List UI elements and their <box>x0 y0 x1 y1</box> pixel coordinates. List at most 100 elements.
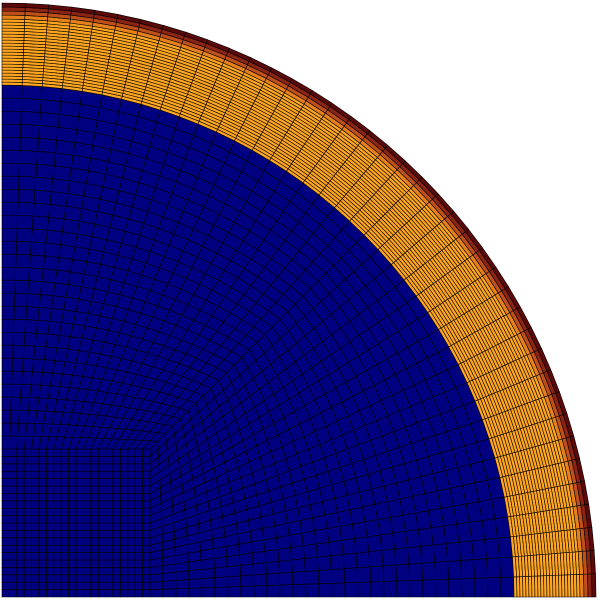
core-cell <box>23 559 32 568</box>
core-cell <box>188 587 203 598</box>
core-cell <box>14 292 28 307</box>
core-cell <box>127 522 136 531</box>
core-cell <box>405 529 421 548</box>
core-cell <box>9 470 18 479</box>
core-cell <box>48 204 67 220</box>
core-cell <box>120 552 129 561</box>
core-cell <box>142 485 151 494</box>
core-cell <box>120 500 129 509</box>
core-cell <box>1 201 19 216</box>
core-cell <box>68 530 77 539</box>
core-cell <box>11 370 23 385</box>
core-cell <box>330 568 346 584</box>
core-cell <box>83 515 92 524</box>
core-cell <box>23 456 32 465</box>
core-cell <box>379 532 395 551</box>
core-cell <box>142 463 151 472</box>
core-cell <box>278 559 293 574</box>
core-cell <box>127 574 136 583</box>
core-cell <box>1 188 19 203</box>
core-cell <box>90 559 99 568</box>
core-cell <box>68 537 77 546</box>
core-cell <box>1 448 10 457</box>
core-cell <box>305 583 320 598</box>
core-cell <box>226 564 241 578</box>
core-cell <box>31 485 40 494</box>
core-cell <box>52 282 69 298</box>
core-cell <box>1 530 10 539</box>
core-cell <box>201 577 216 589</box>
core-cell <box>134 463 143 472</box>
core-cell <box>149 588 164 598</box>
core-cell <box>23 589 32 598</box>
core-cell <box>9 559 18 568</box>
core-cell <box>288 532 304 548</box>
core-cell <box>487 577 502 598</box>
core-cell <box>16 567 25 576</box>
core-cell <box>105 552 114 561</box>
core-cell <box>105 507 114 516</box>
core-cell <box>486 557 501 579</box>
core-cell <box>497 536 513 559</box>
core-cell <box>105 589 114 598</box>
core-cell <box>42 359 56 374</box>
core-cell <box>60 544 69 553</box>
core-cell <box>75 522 84 531</box>
core-cell <box>112 522 121 531</box>
core-cell <box>97 544 106 553</box>
core-cell <box>33 345 47 360</box>
core-cell <box>17 188 36 204</box>
core-cell <box>53 589 62 598</box>
core-cell <box>60 589 69 598</box>
core-cell <box>90 485 99 494</box>
core-cell <box>120 522 129 531</box>
core-cell <box>134 478 143 487</box>
core-cell <box>97 537 106 546</box>
core-cell <box>134 530 143 539</box>
core-cell <box>9 522 18 531</box>
core-cell <box>134 581 143 590</box>
core-cell <box>38 530 47 539</box>
core-cell <box>1 331 14 346</box>
core-cell <box>60 470 69 479</box>
core-cell <box>38 522 47 531</box>
core-cell <box>68 500 77 509</box>
core-cell <box>37 307 52 322</box>
core-cell <box>31 448 40 457</box>
core-cell <box>51 295 67 311</box>
core-cell <box>31 463 40 472</box>
core-cell <box>142 530 151 539</box>
core-cell <box>1 175 20 190</box>
core-cell <box>23 544 32 553</box>
core-cell <box>175 587 190 598</box>
core-cell <box>75 507 84 516</box>
core-cell <box>40 86 63 102</box>
core-cell <box>60 478 69 487</box>
core-cell <box>46 456 55 465</box>
core-cell <box>1 292 16 307</box>
core-cell <box>45 333 60 349</box>
core-cell <box>1 435 11 450</box>
core-cell <box>83 589 92 598</box>
core-cell <box>90 522 99 531</box>
core-cell <box>46 574 55 583</box>
core-cell <box>53 581 62 590</box>
core-cell <box>31 537 40 546</box>
core-cell <box>105 522 114 531</box>
core-cell <box>24 319 39 334</box>
core-cell <box>394 547 410 566</box>
core-cell <box>20 98 42 113</box>
core-cell <box>60 485 69 494</box>
core-cell <box>16 522 25 531</box>
core-cell <box>23 567 32 576</box>
core-cell <box>417 527 434 547</box>
core-cell <box>329 554 345 570</box>
core-cell <box>142 507 151 516</box>
core-cell <box>9 581 18 590</box>
core-cell <box>60 231 78 247</box>
core-cell <box>343 567 359 584</box>
core-cell <box>356 566 372 583</box>
core-cell <box>1 383 12 398</box>
core-cell <box>16 530 25 539</box>
